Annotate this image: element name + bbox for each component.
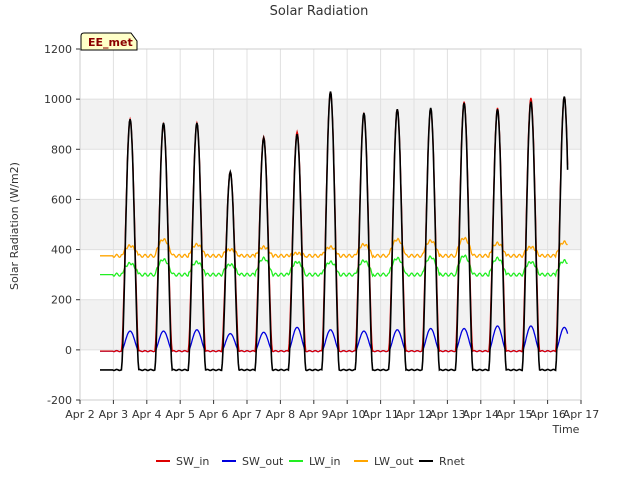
y-tick-label: -200: [47, 394, 72, 407]
x-axis-label: Time: [552, 423, 580, 436]
series-line-lw-out: [100, 236, 568, 259]
legend: SW_in SW_out LW_in LW_out Rnet: [156, 455, 465, 468]
annotation-badge: EE_met: [80, 32, 138, 51]
x-tick-label: Apr 6: [199, 408, 229, 421]
x-tick-label: Apr 10: [329, 408, 366, 421]
x-tick-label: Apr 3: [99, 408, 129, 421]
grid-band: [80, 99, 581, 150]
annotation-text: EE_met: [88, 36, 133, 49]
y-tick-label: 1200: [44, 43, 72, 56]
legend-label: LW_out: [374, 455, 414, 468]
chart-title: Solar Radiation: [270, 4, 369, 19]
x-tick-label: Apr 15: [496, 408, 533, 421]
series-line-rnet: [100, 91, 569, 372]
plot-frame: [79, 48, 582, 401]
y-tick-label: 800: [51, 143, 72, 156]
x-tick-label: Apr 9: [299, 408, 329, 421]
grid-band: [80, 299, 581, 350]
legend-label: LW_in: [309, 455, 341, 468]
x-tick-label: Apr 4: [132, 408, 162, 421]
legend-label: SW_out: [242, 455, 284, 468]
x-tick-label: Apr 14: [463, 408, 500, 421]
y-tick-label: 600: [51, 193, 72, 206]
x-tick-label: Apr 8: [266, 408, 296, 421]
y-tick-label: 0: [65, 344, 72, 357]
x-tick-label: Apr 7: [232, 408, 262, 421]
x-tick-label: Apr 5: [165, 408, 195, 421]
series-line-lw-in: [100, 254, 568, 278]
x-tick-label: Apr 17: [563, 408, 600, 421]
y-tick-label: 1000: [44, 93, 72, 106]
y-axis-label: Solar Radiation (W/m2): [8, 162, 21, 290]
x-tick-label: Apr 16: [529, 408, 566, 421]
x-tick-label: Apr 2: [65, 408, 95, 421]
y-tick-label: 400: [51, 244, 72, 257]
x-tick-label: Apr 11: [362, 408, 399, 421]
legend-label: Rnet: [439, 455, 465, 468]
y-tick-label: 200: [51, 294, 72, 307]
legend-label: SW_in: [176, 455, 209, 468]
grid-band: [80, 199, 581, 250]
x-tick-label: Apr 13: [429, 408, 466, 421]
x-tick-label: Apr 12: [396, 408, 433, 421]
